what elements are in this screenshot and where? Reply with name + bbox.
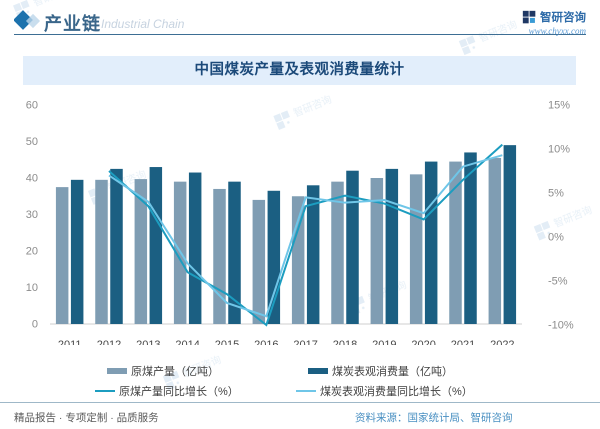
svg-text:30: 30 (26, 209, 38, 221)
svg-text:2022: 2022 (490, 339, 514, 345)
svg-text:0%: 0% (548, 232, 564, 244)
svg-text:2014: 2014 (175, 339, 199, 345)
svg-text:0: 0 (32, 319, 38, 331)
svg-text:5%: 5% (548, 188, 564, 200)
svg-text:-10%: -10% (548, 320, 574, 332)
svg-text:10: 10 (26, 282, 38, 294)
svg-text:2011: 2011 (58, 339, 82, 345)
svg-text:2016: 2016 (254, 339, 278, 345)
svg-text:2021: 2021 (451, 339, 475, 345)
svg-text:60: 60 (26, 100, 38, 112)
svg-text:2012: 2012 (97, 339, 121, 345)
svg-text:2020: 2020 (411, 339, 435, 345)
svg-text:2013: 2013 (136, 339, 160, 345)
svg-text:2019: 2019 (372, 339, 396, 345)
svg-text:2015: 2015 (215, 339, 239, 345)
svg-text:-5%: -5% (548, 276, 568, 288)
svg-text:50: 50 (26, 136, 38, 148)
svg-text:2018: 2018 (333, 339, 357, 345)
svg-text:15%: 15% (548, 100, 570, 112)
svg-text:20: 20 (26, 246, 38, 258)
svg-text:40: 40 (26, 173, 38, 185)
svg-text:10%: 10% (548, 144, 570, 156)
svg-text:2017: 2017 (293, 339, 317, 345)
